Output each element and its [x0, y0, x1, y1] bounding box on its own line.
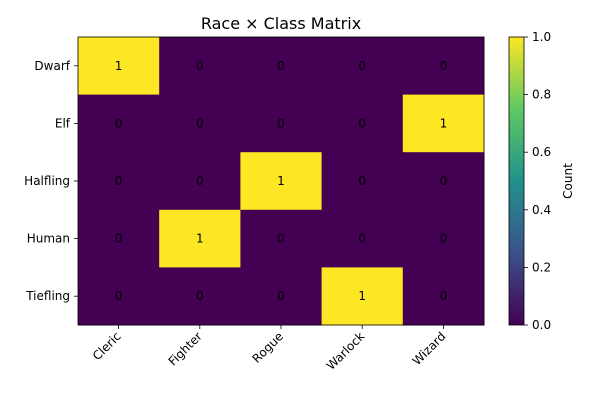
heatmap-cell	[321, 209, 404, 268]
heatmap-cell	[159, 37, 241, 96]
heatmap-cell	[240, 209, 323, 268]
heatmap-cell	[240, 94, 323, 153]
y-tick-label: Halfling	[24, 174, 70, 188]
heatmap-cell	[402, 209, 485, 268]
x-tick-label: Warlock	[324, 329, 368, 373]
cell-value-label: 0	[115, 116, 123, 130]
colorbar-label: Count	[561, 163, 575, 199]
cell-value-label: 1	[440, 116, 448, 130]
cell-value-label: 0	[277, 289, 285, 303]
cell-value-label: 0	[440, 289, 448, 303]
heatmap-cell	[78, 94, 160, 153]
cell-value-label: 0	[196, 116, 204, 130]
cell-value-label: 0	[115, 232, 123, 246]
x-tick-label: Cleric	[90, 329, 124, 363]
heatmap-cell	[402, 152, 485, 211]
cell-value-label: 0	[277, 59, 285, 73]
colorbar-tick-label: 0.0	[532, 318, 551, 332]
cell-value-label: 1	[277, 174, 285, 188]
heatmap-cell	[240, 37, 323, 96]
cell-value-label: 0	[358, 232, 366, 246]
heatmap-area: 1 0 0 0 0 0 0 0 0 1 0 0 1 0 0 0 1 0 0 0 0 0 0 1 0 Dwarf Elf Halflin…	[24, 36, 485, 373]
cell-value-label: 0	[440, 232, 448, 246]
cell-value-label: 0	[196, 59, 204, 73]
y-tick-label: Dwarf	[34, 59, 70, 73]
cell-value-label: 0	[358, 59, 366, 73]
cell-value-label: 0	[440, 59, 448, 73]
cell-value-label: 0	[196, 289, 204, 303]
cell-value-label: 1	[115, 59, 123, 73]
colorbar-tick-label: 0.4	[532, 203, 551, 217]
heatmap-cell	[321, 37, 404, 96]
heatmap-cell	[402, 94, 485, 153]
heatmap-cell	[402, 267, 485, 326]
cell-value-label: 1	[196, 232, 204, 246]
chart-title: Race × Class Matrix	[201, 14, 361, 33]
heatmap-cell	[402, 37, 485, 96]
cell-value-label: 0	[358, 116, 366, 130]
cell-value-label: 0	[115, 289, 123, 303]
colorbar-tick-label: 0.8	[532, 88, 551, 102]
cell-value-label: 0	[277, 232, 285, 246]
heatmap-cell	[78, 209, 160, 268]
heatmap-cell	[159, 152, 241, 211]
colorbar-gradient	[508, 36, 525, 326]
heatmap-cell	[240, 152, 323, 211]
cell-value-label: 0	[277, 116, 285, 130]
heatmap-cell	[321, 94, 404, 153]
colorbar-tick-label: 0.2	[532, 260, 551, 274]
heatmap-cell	[321, 267, 404, 326]
heatmap-cell	[159, 94, 241, 153]
x-tick-label: Rogue	[250, 329, 287, 366]
y-tick-label: Human	[27, 232, 70, 246]
y-tick-label: Elf	[55, 116, 71, 130]
cell-value-label: 0	[358, 174, 366, 188]
heatmap-cell	[78, 267, 160, 326]
heatmap-cell	[78, 152, 160, 211]
x-tick-label: Wizard	[410, 329, 449, 368]
heatmap-cell	[159, 267, 241, 326]
colorbar-tick-label: 0.6	[532, 145, 551, 159]
cell-value-label: 0	[196, 174, 204, 188]
colorbar: 0.0 0.2 0.4 0.6 0.8 1.0	[508, 30, 551, 332]
heatmap-cell	[159, 209, 241, 268]
heatmap-cell	[321, 152, 404, 211]
cell-value-label: 0	[440, 174, 448, 188]
heatmap-cell	[78, 37, 160, 96]
cell-value-label: 1	[358, 289, 366, 303]
x-tick-label: Fighter	[166, 329, 205, 368]
y-tick-label: Tiefling	[25, 289, 70, 303]
heatmap-cell	[240, 267, 323, 326]
cell-value-label: 0	[115, 174, 123, 188]
colorbar-tick-label: 1.0	[532, 30, 551, 44]
